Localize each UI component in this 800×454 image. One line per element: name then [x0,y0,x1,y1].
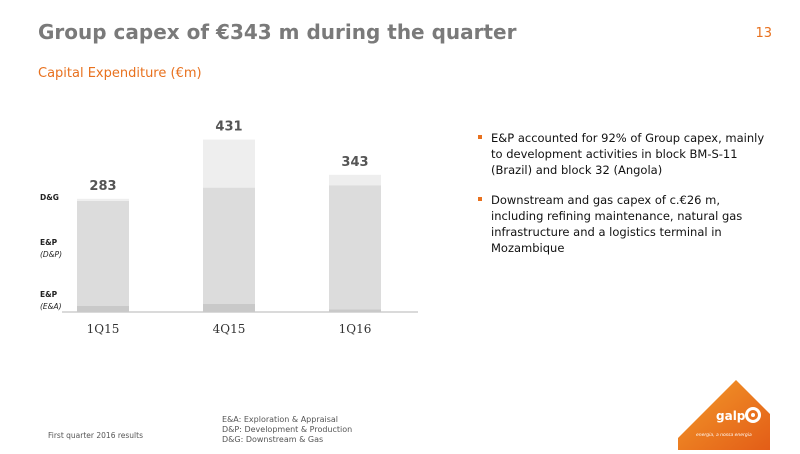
bar-segment-1q16-ep-ea [329,309,381,312]
legend-label: D&G [40,193,59,202]
galp-logo: galp energia, a nossa energia [678,380,770,450]
legend-label: E&P [40,238,58,247]
bullet-square-icon [478,197,482,201]
bar-segment-4q15-ep-dp [203,187,255,304]
logo-tagline: energia, a nossa energia [696,432,752,438]
page-title: Group capex of €343 m during the quarter [38,20,517,44]
x-tick-label: 1Q16 [339,322,372,336]
capex-bar-chart: 283 1Q15 431 4Q15 343 1Q16 D&G E&P (D&P) E&P (E&A) [40,120,418,336]
x-tick-label: 4Q15 [213,322,246,336]
bullet-item: Downstream and gas capex of c.€26 m, inc… [478,192,768,256]
bar-segment-1q16-ep-dp [329,185,381,310]
footer-abbreviations: E&A: Exploration & Appraisal D&P: Develo… [222,415,352,445]
bar-segment-1q15-dg [77,198,129,201]
bar-segment-1q16-dg [329,174,381,186]
bar-total-label: 283 [89,179,116,194]
bar-segment-1q15-ep-dp [77,200,129,306]
bar-total-label: 343 [341,155,368,170]
bar-total-label: 431 [215,120,242,135]
bullet-text: Downstream and gas capex of c.€26 m, inc… [491,193,743,255]
chart-title: Capital Expenditure (€m) [38,66,202,81]
bar-segment-1q15-ep-ea [77,306,129,312]
page-number: 13 [755,26,772,41]
footer-note: D&G: Downstream & Gas [222,435,324,444]
bar-segment-4q15-dg [203,139,255,188]
legend-sublabel: (E&A) [40,302,62,311]
bullet-item: E&P accounted for 92% of Group capex, ma… [478,130,768,178]
legend-label: E&P [40,290,58,299]
footer-note: E&A: Exploration & Appraisal [222,415,339,424]
bullet-list: E&P accounted for 92% of Group capex, ma… [478,130,768,270]
footer-report-name: First quarter 2016 results [48,431,143,440]
x-tick-label: 1Q15 [87,322,120,336]
bar-segment-4q15-ep-ea [203,304,255,312]
logo-text: galp [716,409,746,423]
bullet-text: E&P accounted for 92% of Group capex, ma… [491,131,765,177]
legend-sublabel: (D&P) [40,250,62,259]
bullet-square-icon [478,135,482,139]
footer-note: D&P: Development & Production [222,425,353,434]
